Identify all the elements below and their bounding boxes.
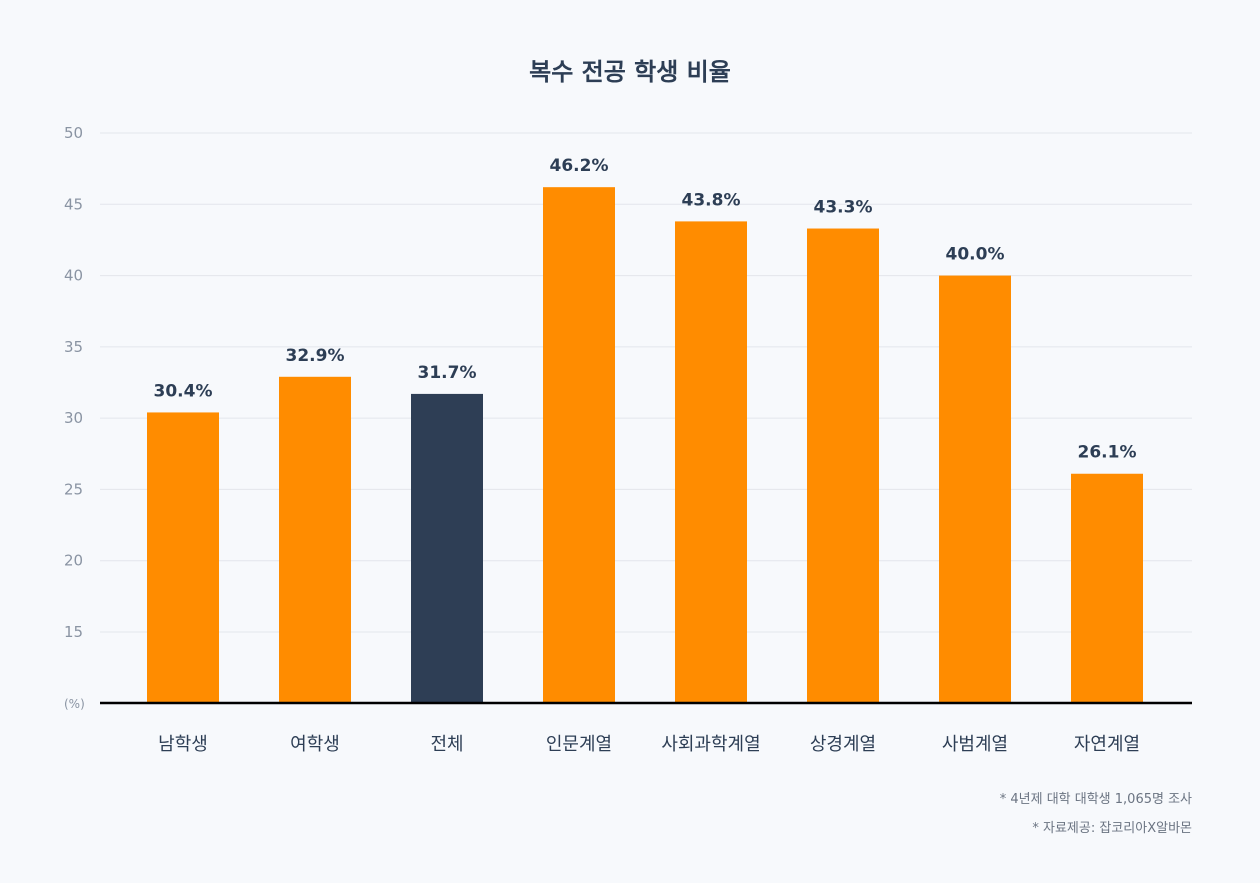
bar-6: [807, 228, 879, 703]
value-labels: 30.4% 32.9% 31.7% 46.2% 43.8% 43.3% 40.0% 26.1%: [154, 156, 1137, 463]
y-tick-label: 50: [64, 124, 83, 142]
value-label: 26.1%: [1078, 443, 1137, 463]
value-label: 30.4%: [154, 381, 213, 401]
value-label: 40.0%: [946, 245, 1005, 265]
note-source: * 자료제공: 잡코리아X알바몬: [1032, 821, 1192, 836]
bar-1: [147, 412, 219, 703]
bar-7: [939, 275, 1011, 703]
value-label: 46.2%: [550, 156, 609, 176]
y-tick-label: 45: [64, 195, 83, 213]
value-label: 43.8%: [682, 190, 741, 210]
x-tick-label: 사범계열: [942, 734, 1008, 755]
y-tick-label: 30: [64, 409, 83, 427]
x-tick-label: 남학생: [158, 734, 208, 755]
bar-8: [1071, 473, 1143, 703]
bar-2: [279, 376, 351, 703]
note-survey: * 4년제 대학 대학생 1,065명 조사: [1000, 792, 1192, 807]
bar-3: [411, 393, 483, 703]
value-label: 32.9%: [286, 346, 345, 366]
x-tick-label: 사회과학계열: [661, 734, 760, 755]
x-axis-ticks: 남학생 여학생 전체 인문계열 사회과학계열 상경계열 사범계열 자연계열: [158, 734, 1140, 755]
x-tick-label: 상경계열: [810, 734, 876, 755]
gridlines: [100, 132, 1192, 633]
y-tick-label: 35: [64, 338, 83, 356]
y-tick-label: 25: [64, 480, 83, 498]
y-tick-label: 40: [64, 267, 83, 285]
x-tick-label: 전체: [430, 734, 463, 755]
value-label: 31.7%: [418, 363, 477, 383]
x-tick-label: 자연계열: [1074, 734, 1140, 755]
bar-5: [675, 221, 747, 703]
chart-title: 복수 전공 학생 비율: [529, 58, 731, 86]
y-axis-ticks: 50 45 40 35 30 25 20 15: [64, 124, 83, 641]
y-axis-unit: (%): [64, 697, 85, 711]
x-tick-label: 여학생: [290, 734, 340, 755]
y-tick-label: 20: [64, 552, 83, 570]
bar-4: [543, 187, 615, 704]
value-label: 43.3%: [814, 198, 873, 218]
bars: [147, 187, 1143, 704]
x-tick-label: 인문계열: [546, 734, 612, 755]
y-tick-label: 15: [64, 623, 83, 641]
